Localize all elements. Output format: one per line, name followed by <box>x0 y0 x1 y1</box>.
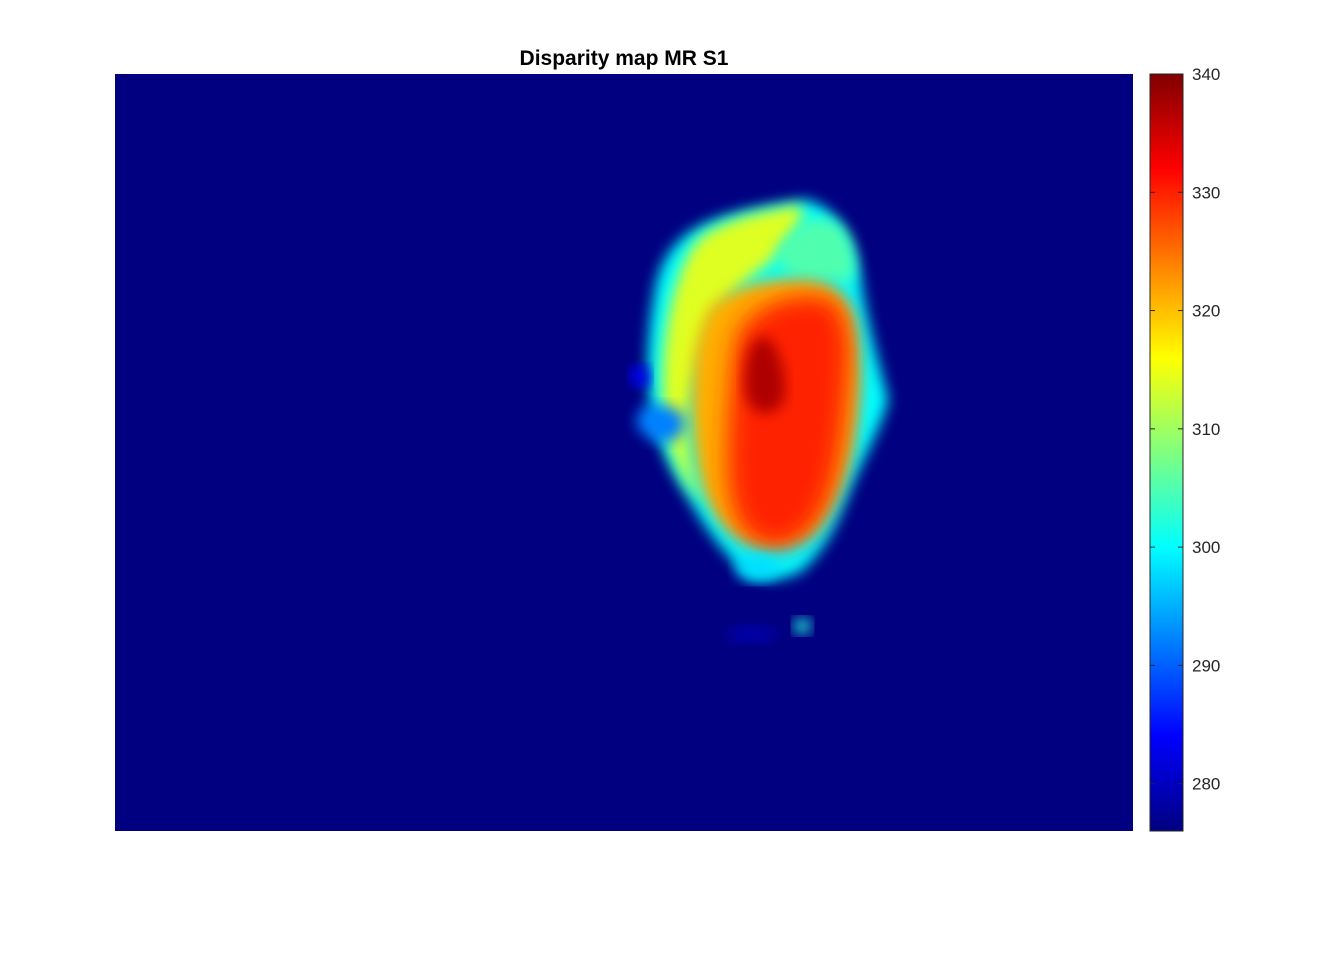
region-left-small-blob <box>630 365 650 387</box>
heatmap-plot-area <box>115 74 1133 831</box>
chart-title: Disparity map MR S1 <box>520 47 729 70</box>
colorbar-ticks: 280 290 300 310 320 330 340 <box>1150 65 1220 794</box>
colorbar <box>1149 73 1184 832</box>
colorbar-tick-label: 340 <box>1192 65 1220 84</box>
colorbar-tick-label: 320 <box>1192 302 1220 321</box>
region-small-spot <box>794 618 811 634</box>
heatmap-regions <box>630 200 888 642</box>
region-bottom-drip <box>736 555 780 582</box>
heatmap-background <box>115 74 1133 831</box>
colorbar-tick-label: 330 <box>1192 183 1220 202</box>
colorbar-tick-label: 310 <box>1192 420 1220 439</box>
colorbar-tick-label: 280 <box>1192 775 1220 794</box>
region-upper-right-lobe <box>776 218 856 282</box>
colorbar-tick-label: 290 <box>1192 656 1220 675</box>
region-peak <box>744 337 786 414</box>
region-left-ear-blob <box>636 404 685 443</box>
region-upper-left-band <box>662 205 802 505</box>
region-faint-spot <box>728 626 778 642</box>
colorbar-tick-label: 300 <box>1192 538 1220 557</box>
